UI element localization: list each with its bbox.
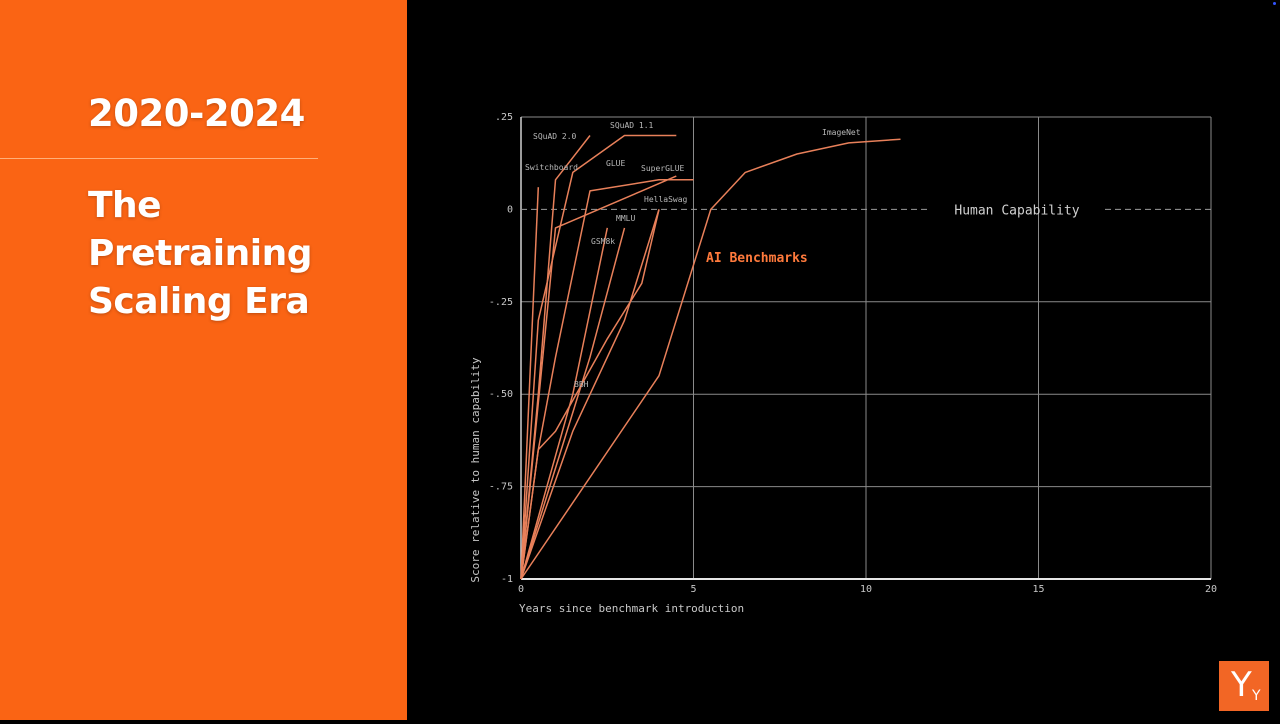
corner-dot [1273, 2, 1276, 5]
y-tick-label: -.50 [489, 389, 513, 400]
series-line-imagenet [520, 138, 901, 580]
title-divider [0, 158, 318, 159]
series-line-gsm8k [520, 227, 609, 580]
era-title-line-2: Pretraining [88, 233, 313, 274]
y-axis-label: Score relative to human capability [469, 357, 482, 583]
series-label: MMLU [616, 214, 635, 223]
series-line-switchboard [520, 187, 540, 580]
x-tick-label: 20 [1205, 584, 1217, 595]
x-tick-label: 10 [860, 584, 872, 595]
y-tick-label: 0 [507, 204, 513, 215]
y-tick-label: -1 [501, 574, 513, 585]
series-label: Switchboard [525, 163, 578, 172]
series-label: GLUE [606, 159, 625, 168]
series-line-mmlu [520, 227, 626, 580]
x-tick-label: 5 [690, 584, 696, 595]
ai-benchmarks-annotation: AI Benchmarks [706, 251, 808, 266]
yc-logo-sub-letter: Y [1252, 688, 1261, 704]
x-axis-label: Years since benchmark introduction [519, 602, 744, 615]
y-tick-label: .25 [495, 112, 513, 123]
series-line-superglue [520, 175, 677, 580]
series-label: HellaSwag [644, 195, 688, 204]
era-title-line-1: The [88, 185, 162, 226]
series-label: ImageNet [822, 128, 861, 137]
benchmark-chart: Human Capability .25 0 -.25 -.50 -.75 -1 0 5 10 15… [469, 112, 1217, 615]
y-tick-label: -.75 [489, 482, 513, 493]
x-tick-label: 0 [518, 584, 524, 595]
y-tick-label: -.25 [489, 297, 513, 308]
series-line-bbh [520, 209, 660, 580]
series-label: GSM8k [591, 237, 615, 246]
series-label: SQuAD 1.1 [610, 121, 654, 130]
series-label: BBH [574, 380, 589, 389]
series-label: SuperGLUE [641, 164, 685, 173]
era-title-line-3: Scaling Era [88, 281, 310, 322]
title-panel: 2020-2024 The Pretraining Scaling Era [0, 0, 407, 720]
series-label: SQuAD 2.0 [533, 132, 577, 141]
era-years: 2020-2024 [88, 92, 305, 135]
chart-area: Human Capability .25 0 -.25 -.50 -.75 -1 0 5 10 15… [407, 0, 1280, 720]
yc-logo: Y Y [1219, 661, 1269, 711]
series-line-squad-1-1 [520, 134, 677, 580]
human-capability-label: Human Capability [954, 203, 1079, 218]
x-tick-label: 15 [1032, 584, 1044, 595]
yc-logo-letter: Y [1231, 665, 1252, 705]
era-title: The Pretraining Scaling Era [88, 182, 388, 326]
